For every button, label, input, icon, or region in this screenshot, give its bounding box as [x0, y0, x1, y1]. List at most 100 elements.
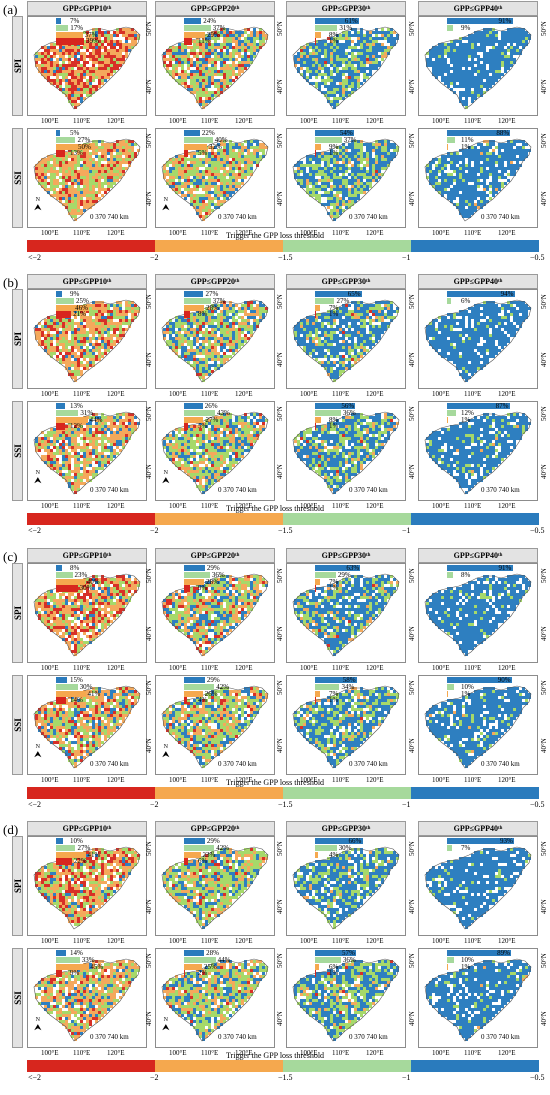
scale-bar: 0 370 740 km: [349, 213, 388, 221]
percentage-label: 40%: [86, 577, 100, 586]
colorbar-segment: [411, 240, 539, 252]
section-label: (c): [3, 549, 18, 564]
latitude-tick: 40°N: [540, 464, 548, 479]
longitude-tick: 110°E: [201, 502, 219, 510]
percentage-bar: [315, 844, 337, 852]
longitude-tick: 110°E: [332, 229, 350, 237]
latitude-tick: 40°N: [276, 79, 284, 94]
column-header: GPP≤GPP40ᵗʰ: [418, 274, 538, 289]
map-panel: 63% 29% 7% 1%: [286, 563, 406, 663]
percentage-bar: [447, 677, 512, 684]
map-panel: 8% 23% 40% 30%: [27, 563, 147, 663]
longitude-tick: 110°E: [201, 229, 219, 237]
region-map: [33, 26, 141, 110]
region-boundary: [161, 26, 269, 110]
percentage-label: 37%: [343, 135, 357, 144]
region-boundary: [424, 26, 532, 110]
percentage-bar: [447, 130, 511, 137]
scale-bar: 0 370 740 km: [481, 760, 520, 768]
percentage-bar-inset: 57% 36% 6% 1%: [315, 949, 390, 977]
percentage-label: 24%: [203, 17, 217, 25]
map-panel: 27% 37% 28% 8%: [155, 289, 275, 389]
longitude-tick: 120°E: [498, 390, 516, 398]
percentage-bar: [184, 585, 191, 592]
row-label-box: SPI: [12, 16, 23, 116]
percentage-bar: [184, 858, 189, 865]
map-panel: 88% 11% 1% 0 370 740 km: [418, 128, 538, 228]
region-map: [292, 685, 400, 769]
percentage-label: 4%: [329, 850, 339, 859]
percentage-label: 90%: [497, 676, 511, 684]
longitude-tick: 120°E: [107, 664, 125, 672]
colorbar-label: <−2: [28, 800, 42, 809]
map-panel: 89% 10% 1% 0 370 740 km: [418, 948, 538, 1048]
map-panel: 29% 42% 26% 4% N ⮝ 0 370 740 km: [155, 675, 275, 775]
section-label: (b): [3, 275, 19, 290]
longitude-tick: 100°E: [432, 1049, 450, 1057]
percentage-label: 2%: [198, 969, 208, 978]
percentage-label: 25%: [76, 296, 89, 305]
colorbar-segment: [27, 1060, 155, 1072]
percentage-bar: [315, 150, 316, 157]
region-boundary: [161, 411, 269, 495]
percentage-label: 9%: [198, 584, 208, 593]
percentage-label: 87%: [495, 402, 509, 410]
longitude-tick: 110°E: [332, 1049, 350, 1057]
latitude-tick: 50°N: [145, 680, 153, 695]
latitude-tick: 50°N: [540, 680, 548, 695]
percentage-bar: [315, 297, 335, 305]
region-map: [292, 299, 400, 383]
map-panel: 22% 40% 32% 5% N ⮝ 0 370 740 km: [155, 128, 275, 228]
percentage-bar: [56, 970, 63, 977]
latitude-tick: 40°N: [408, 464, 416, 479]
north-arrow: N ⮝: [34, 1017, 42, 1032]
longitude-tick: 110°E: [464, 390, 482, 398]
longitude-tick: 100°E: [432, 390, 450, 398]
percentage-bar: [315, 838, 363, 845]
percentage-label: 91%: [498, 564, 512, 572]
percentage-bar: [184, 136, 213, 144]
colorbar: [27, 240, 539, 252]
percentage-label: 7%: [329, 689, 339, 698]
percentage-label: 11%: [461, 135, 474, 144]
longitude-tick: 110°E: [201, 664, 219, 672]
north-label: N: [35, 1017, 40, 1023]
longitude-tick: 110°E: [464, 1049, 482, 1057]
longitude-tick: 100°E: [41, 937, 59, 945]
percentage-label: 6%: [329, 962, 339, 971]
percentage-bar: [184, 416, 204, 423]
latitude-tick: 40°N: [276, 899, 284, 914]
map-panel: 10% 27% 41% 22%: [27, 836, 147, 936]
scale-bar: 0 370 740 km: [218, 1033, 257, 1041]
colorbar-label: −1.5: [278, 253, 293, 262]
percentage-label: 41%: [87, 689, 101, 698]
percentage-label: 10%: [70, 837, 83, 845]
region-boundary: [161, 958, 269, 1042]
percentage-label: 10%: [461, 682, 474, 691]
row-label: SPI: [12, 878, 23, 894]
scale-bar: 0 370 740 km: [218, 760, 257, 768]
longitude-tick: 100°E: [41, 1049, 59, 1057]
longitude-tick: 110°E: [73, 1049, 91, 1057]
longitude-tick: 110°E: [201, 776, 219, 784]
map-panel: 15% 30% 41% 14% N ⮝ 0 370 740 km: [27, 675, 147, 775]
colorbar-title: Trigger the GPP loss threshold: [225, 1051, 325, 1060]
percentage-bar: [56, 24, 69, 32]
column-header: GPP≤GPP10ᵗʰ: [27, 274, 147, 289]
percentage-bar: [56, 838, 64, 845]
map-panel: 29% 42% 23% 6%: [155, 836, 275, 936]
map-panel: 65% 27% 7% 1%: [286, 289, 406, 389]
percentage-bar: [56, 571, 73, 579]
percentage-bar: [315, 136, 342, 144]
region-map: [161, 411, 269, 495]
longitude-tick: 120°E: [498, 776, 516, 784]
percentage-label: 7%: [329, 577, 339, 586]
latitude-tick: 40°N: [145, 191, 153, 206]
percentage-bar: [315, 409, 341, 417]
north-arrow: N ⮝: [162, 1017, 170, 1032]
latitude-tick: 40°N: [408, 352, 416, 367]
longitude-tick: 100°E: [300, 502, 318, 510]
percentage-bar-inset: 14% 33% 45% 9%: [56, 949, 131, 977]
map-panel: 5% 27% 50% 13% N ⮝ 0 370 740 km: [27, 128, 147, 228]
percentage-label: 44%: [89, 415, 103, 424]
